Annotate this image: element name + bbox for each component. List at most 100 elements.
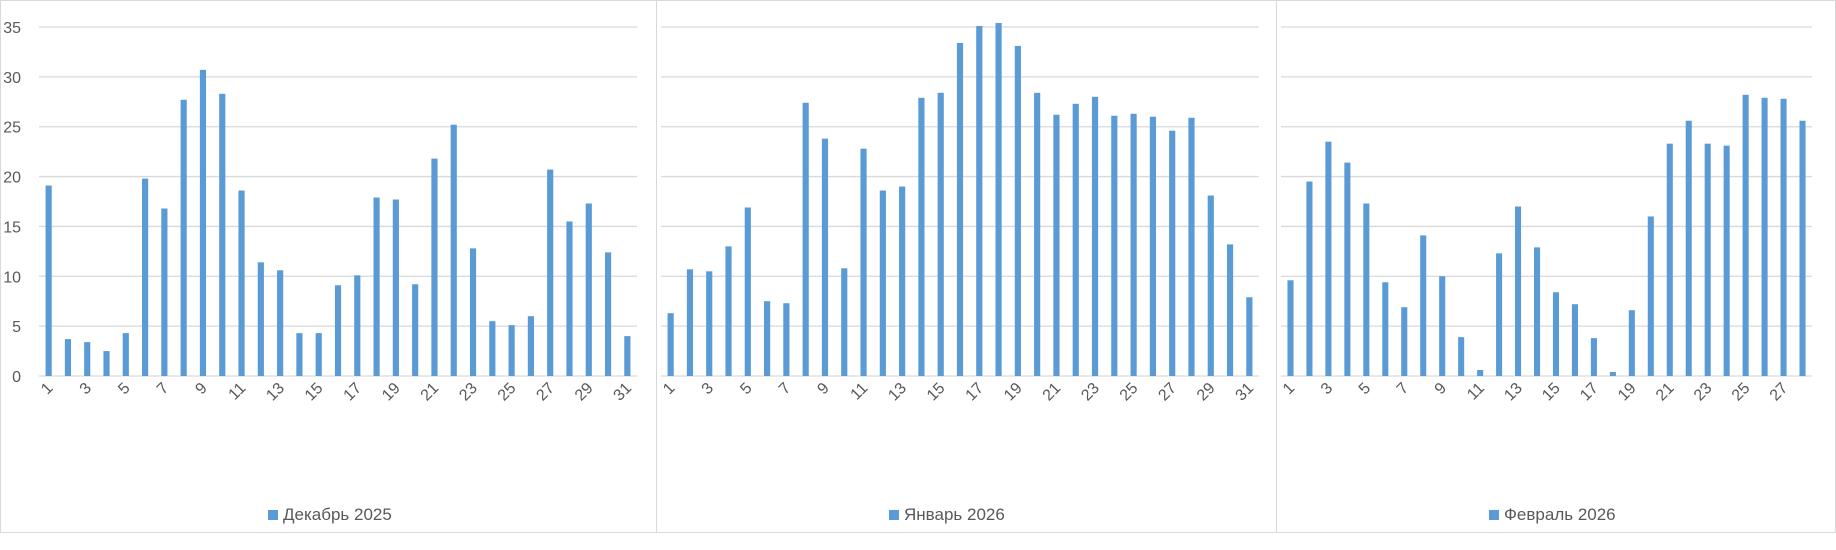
x-tick-label: 19 — [1615, 380, 1640, 405]
bar — [219, 93, 226, 377]
legend-swatch — [889, 510, 899, 520]
bar — [1401, 307, 1408, 376]
bar — [1034, 92, 1041, 376]
bar — [334, 285, 342, 376]
bar — [45, 185, 52, 376]
bar — [1571, 304, 1578, 376]
x-tick-label: 1 — [38, 380, 56, 398]
x-tick-label: 5 — [115, 380, 133, 398]
bar — [1169, 130, 1176, 376]
bar — [725, 246, 732, 376]
x-tick-label: 15 — [302, 380, 327, 405]
x-tick-label: 21 — [1653, 380, 1678, 405]
bar — [1246, 297, 1253, 376]
x-tick-label: 27 — [1767, 380, 1792, 405]
bar — [277, 270, 284, 376]
bar — [566, 221, 573, 376]
bar — [1439, 276, 1446, 376]
bar — [1014, 45, 1021, 377]
bar — [1685, 120, 1692, 376]
bar — [547, 169, 554, 376]
x-tick-label: 9 — [1432, 380, 1450, 398]
bar — [1477, 370, 1484, 376]
bar — [1628, 310, 1635, 376]
bar — [686, 269, 694, 376]
x-tick-label: 17 — [1577, 380, 1602, 405]
bar — [450, 124, 457, 376]
x-tick-label: 17 — [341, 380, 366, 405]
bar — [1647, 216, 1654, 376]
x-tick-label: 3 — [699, 380, 717, 398]
bar — [64, 339, 72, 376]
x-tick-label: 1 — [1280, 380, 1298, 398]
bar — [1533, 247, 1541, 376]
bar — [1420, 235, 1427, 376]
legend-label: Январь 2026 — [904, 505, 1005, 524]
x-tick-label: 13 — [263, 380, 288, 405]
bar — [1799, 120, 1806, 376]
bar — [937, 92, 944, 376]
x-tick-label: 25 — [495, 380, 520, 405]
x-tick-label: 19 — [1001, 380, 1026, 405]
x-tick-label: 11 — [1464, 380, 1488, 404]
x-tick-label: 23 — [1691, 380, 1716, 405]
bar — [1226, 244, 1234, 376]
bar — [412, 284, 419, 376]
legend-swatch — [268, 510, 278, 520]
bar — [354, 275, 361, 376]
x-tick-label: 21 — [1040, 380, 1065, 405]
x-tick-label: 27 — [1155, 380, 1180, 405]
legend-label: Декабрь 2025 — [283, 505, 392, 524]
bar — [1458, 337, 1465, 376]
x-tick-label: 17 — [963, 380, 988, 405]
y-tick-label: 15 — [3, 219, 21, 236]
x-tick-label: 13 — [885, 380, 910, 405]
bar — [527, 316, 534, 376]
bar — [1723, 145, 1730, 376]
x-tick-label: 19 — [379, 380, 404, 405]
y-tick-label: 30 — [3, 70, 21, 87]
bar — [667, 313, 674, 376]
bar — [161, 208, 168, 376]
bar — [1072, 103, 1079, 376]
bar — [489, 321, 496, 376]
x-tick-label: 11 — [226, 380, 250, 404]
bar — [1382, 282, 1389, 376]
bar — [142, 178, 149, 376]
y-tick-label: 10 — [3, 269, 21, 286]
bar — [764, 301, 771, 376]
x-tick-label: 9 — [814, 380, 832, 398]
bar — [1742, 94, 1749, 376]
x-tick-label: 11 — [848, 380, 872, 404]
bottom-strip — [0, 533, 1836, 550]
bar — [1091, 96, 1099, 377]
bar — [1053, 114, 1060, 377]
x-tick-label: 13 — [1501, 380, 1526, 405]
x-tick-label: 3 — [77, 380, 95, 398]
bar — [956, 42, 964, 376]
x-tick-label: 25 — [1729, 380, 1754, 405]
bar — [1666, 143, 1673, 376]
bar — [1344, 162, 1351, 376]
bar — [1552, 292, 1560, 376]
bar — [122, 333, 129, 376]
x-tick-label: 5 — [737, 380, 755, 398]
bar — [103, 351, 110, 376]
bar — [841, 268, 848, 376]
bar — [508, 325, 515, 376]
bar — [1207, 195, 1214, 376]
bar — [1306, 181, 1313, 376]
bar — [879, 190, 886, 376]
bar — [1111, 115, 1118, 376]
x-tick-label: 15 — [1539, 380, 1564, 405]
x-tick-label: 7 — [1394, 380, 1412, 398]
y-tick-label: 5 — [12, 319, 21, 336]
bar — [296, 333, 303, 376]
x-tick-label: 29 — [1194, 380, 1219, 405]
y-tick-label: 25 — [3, 120, 21, 137]
x-tick-label: 15 — [924, 380, 949, 405]
bar — [976, 26, 983, 376]
x-tick-label: 31 — [1233, 380, 1258, 405]
